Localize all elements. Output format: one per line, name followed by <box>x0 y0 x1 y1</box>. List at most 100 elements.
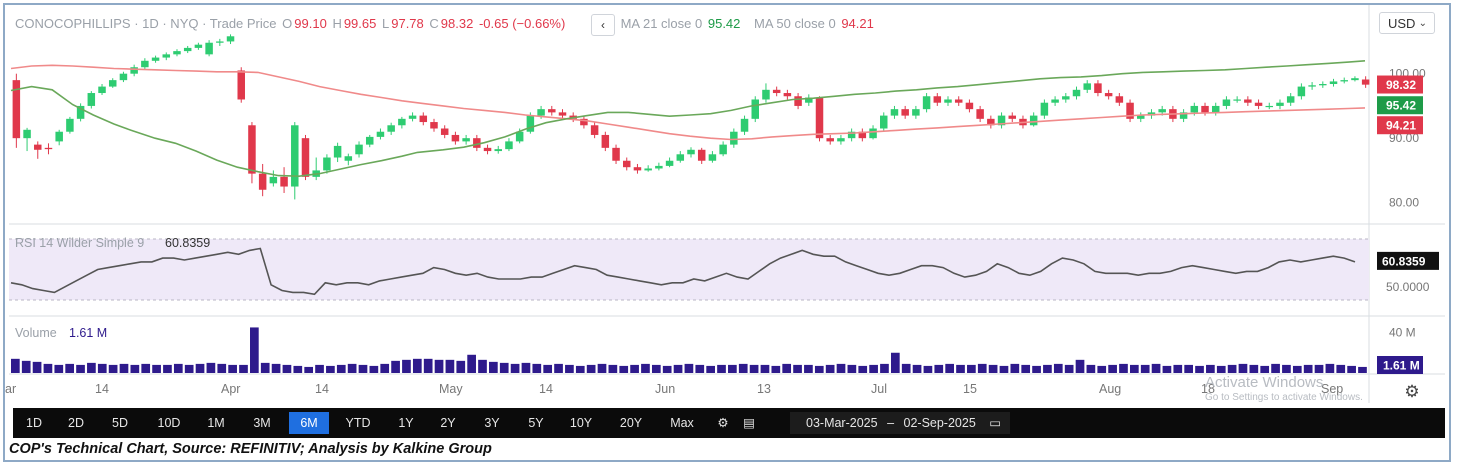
ma50-badge-bg <box>1377 116 1423 135</box>
candle-up <box>66 118 74 132</box>
candle-up <box>23 129 31 139</box>
candle-up <box>1158 109 1166 113</box>
candle-up <box>162 54 171 58</box>
date-to[interactable]: 02-Sep-2025 <box>903 416 976 430</box>
chart-frame: RSI 14 Wilder Simple 9 60.8359 Volume 1.61… <box>3 3 1451 462</box>
range-10y-button[interactable]: 10Y <box>569 416 593 430</box>
range-max-button[interactable]: Max <box>670 416 694 430</box>
candle-up <box>365 136 374 145</box>
candle-up <box>1137 115 1145 119</box>
candle-up <box>355 144 363 155</box>
candle-up <box>805 97 813 103</box>
candle-down <box>12 80 21 139</box>
volume-bar <box>402 359 411 373</box>
table-view-icon[interactable]: ▤ <box>743 416 755 430</box>
ma21-label: MA 21 close 0 <box>620 16 703 32</box>
candle-down <box>601 134 610 148</box>
volume-bar <box>912 364 922 373</box>
range-2y-button[interactable]: 2Y <box>440 416 456 430</box>
currency-selector[interactable]: USD ⌄ <box>1379 12 1435 34</box>
candle-down <box>580 118 588 126</box>
range-2d-button[interactable]: 2D <box>68 416 84 430</box>
candle-down <box>44 147 53 150</box>
candle-up <box>1351 78 1359 81</box>
range-3y-button[interactable]: 3Y <box>484 416 500 430</box>
range-3m-button[interactable]: 3M <box>253 416 271 430</box>
candle-up <box>997 115 1006 126</box>
volume-bar <box>1336 364 1346 373</box>
time-axis-label: May <box>439 382 463 396</box>
candle-up <box>708 154 717 161</box>
rsi-legend-value: 60.8359 <box>165 236 210 250</box>
range-10d-button[interactable]: 10D <box>157 416 181 430</box>
volume-bar <box>54 364 64 373</box>
volume-bar <box>608 364 618 373</box>
candle-down <box>901 109 909 116</box>
volume-bar <box>1053 363 1063 373</box>
grid-layer <box>9 5 1445 403</box>
volume-bar <box>282 364 292 373</box>
volume-bar <box>478 359 487 373</box>
rsi-pane[interactable]: RSI 14 Wilder Simple 9 60.8359 <box>9 236 1369 301</box>
volume-bar <box>1151 363 1161 373</box>
candle-up <box>730 131 738 145</box>
candle-down <box>280 176 288 187</box>
settings-gear-icon[interactable]: ⚙ <box>717 416 729 430</box>
range-1y-button[interactable]: 1Y <box>398 416 414 430</box>
ma50-value: 94.21 <box>841 16 874 32</box>
gear-icon[interactable]: ⚙ <box>1404 382 1420 401</box>
volume-bar <box>977 363 987 373</box>
candle-down <box>1254 102 1263 106</box>
volume-bar <box>814 365 824 373</box>
candle-up <box>1308 85 1316 87</box>
candle-down <box>987 118 995 126</box>
volume-bar <box>1358 366 1367 373</box>
volume-pane[interactable]: Volume 1.61 M <box>11 326 1367 373</box>
chart-canvas[interactable]: RSI 14 Wilder Simple 9 60.8359 Volume 1.61… <box>5 5 1449 460</box>
range-5y-button[interactable]: 5Y <box>528 416 544 430</box>
candle-up <box>1190 105 1199 113</box>
candle-up <box>462 138 470 142</box>
volume-bar <box>173 363 183 373</box>
range-5d-button[interactable]: 5D <box>112 416 128 430</box>
range-1d-button[interactable]: 1D <box>26 416 42 430</box>
candle-down <box>697 149 706 161</box>
open-value: 99.10 <box>294 16 327 32</box>
volume-bar <box>87 362 96 373</box>
volume-bar <box>619 365 629 373</box>
candle-up <box>205 42 213 55</box>
candle-down <box>483 147 492 152</box>
candle-up <box>1222 99 1231 106</box>
volume-bar <box>1227 364 1237 373</box>
ma21-line <box>10 60 1366 178</box>
volume-bar <box>1010 363 1020 373</box>
volume-bar <box>858 365 868 373</box>
close-value: 98.32 <box>440 16 474 32</box>
rsi-tick-label: 50.0000 <box>1386 280 1430 294</box>
candle-up <box>1029 115 1038 126</box>
volume-tick-label: 40 M <box>1389 326 1416 340</box>
volume-bar <box>651 364 661 373</box>
calendar-icon[interactable]: ▭ <box>989 416 1002 430</box>
range-6m-button[interactable]: 6M <box>289 412 329 434</box>
candle-up <box>291 125 299 187</box>
candle-up <box>76 105 85 119</box>
range-1m-button[interactable]: 1M <box>207 416 225 430</box>
volume-bar <box>1032 365 1041 373</box>
range-20y-button[interactable]: 20Y <box>619 416 643 430</box>
candle-up <box>1276 102 1284 106</box>
candle-up <box>537 109 545 116</box>
range-ytd-button[interactable]: YTD <box>345 416 371 430</box>
collapse-legend-button[interactable]: ‹ <box>590 14 615 36</box>
volume-bar <box>76 364 85 373</box>
volume-bar <box>1162 365 1172 373</box>
volume-bar <box>119 363 129 373</box>
candle-up <box>108 80 117 87</box>
price-pane[interactable] <box>10 34 1370 200</box>
time-axis-label: 14 <box>539 382 553 396</box>
date-from[interactable]: 03-Mar-2025 <box>806 416 878 430</box>
volume-bar <box>1271 363 1280 373</box>
date-range-picker[interactable]: 03-Mar-2025 – 02-Sep-2025 ▭ <box>790 412 1010 434</box>
volume-bar <box>21 360 31 373</box>
volume-bar <box>945 363 954 373</box>
